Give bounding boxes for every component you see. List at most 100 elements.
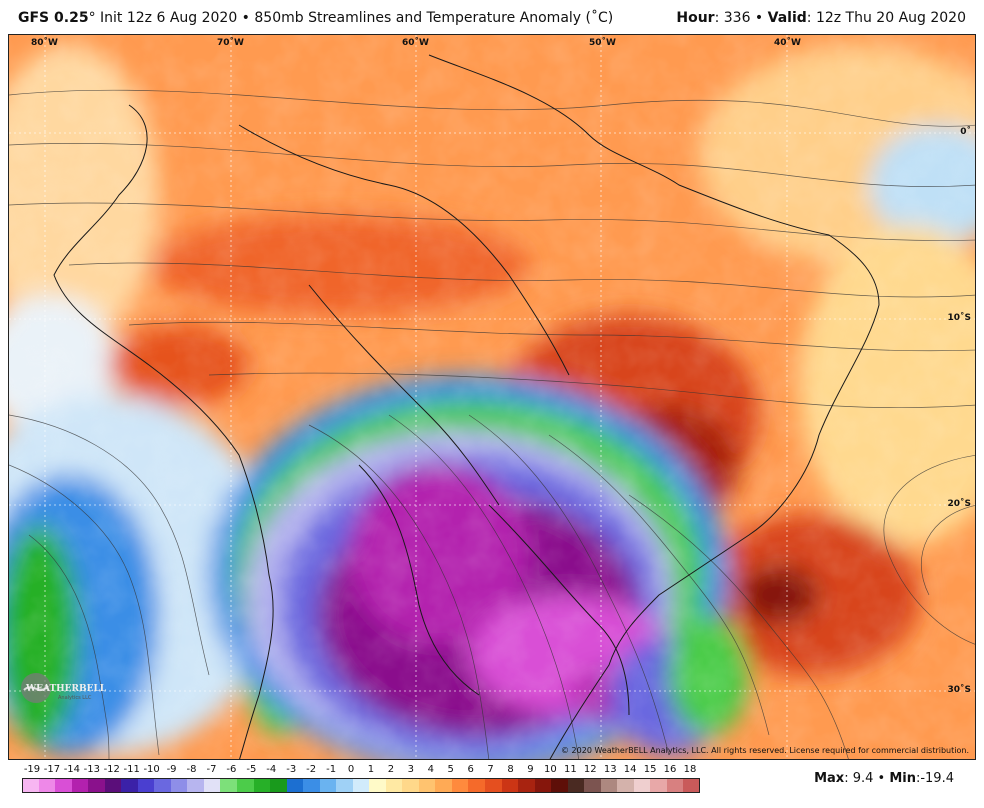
colorbar-tick-label: 5 (447, 764, 454, 775)
lat-label-0: 0˚ (960, 127, 971, 137)
colorbar-swatch (385, 778, 403, 792)
colorbar-tick-label: 8 (507, 764, 514, 775)
lon-label-60w: 60˚W (402, 38, 429, 48)
colorbar-tick-label: 14 (623, 764, 637, 775)
colorbar-tick-label: 9 (527, 764, 534, 775)
lon-label-40w: 40˚W (774, 38, 801, 48)
colorbar-swatch (38, 778, 56, 792)
colorbar-tick-label: -9 (166, 764, 177, 775)
colorbar-swatch (567, 778, 585, 792)
colorbar-tick-label: 10 (544, 764, 557, 775)
colorbar-swatch (666, 778, 684, 792)
colorbar-tick-label: -11 (123, 764, 140, 775)
colorbar-tick-label: 16 (663, 764, 677, 775)
header-bar: GFS 0.25° Init 12z 6 Aug 2020 • 850mb St… (0, 0, 984, 34)
colorbar-swatch (270, 778, 288, 792)
colorbar-tick-label: -14 (63, 764, 81, 775)
colorbar-tick-label: -3 (286, 764, 297, 775)
colorbar-tick-label: 7 (487, 764, 494, 775)
model-name: GFS 0.25 (18, 10, 89, 26)
colorbar-swatch (253, 778, 271, 792)
colorbar-tick-label: -4 (266, 764, 277, 775)
hour-label: Hour (676, 10, 715, 26)
colorbar-tick-label: 3 (407, 764, 415, 775)
colorbar-swatch (170, 778, 188, 792)
colorbar-tick-label: -8 (186, 764, 197, 775)
forecast-time: Hour: 336 • Valid: 12z Thu 20 Aug 2020 (676, 10, 966, 26)
colorbar-swatch (71, 778, 89, 792)
colorbar-tick-label: -12 (103, 764, 120, 775)
colorbar-swatch (600, 778, 618, 792)
graticule (9, 35, 975, 759)
colorbar-tick-label: -1 (326, 764, 337, 775)
colorbar-tick-label: 18 (683, 764, 697, 775)
colorbar-swatch (220, 778, 238, 792)
logo-subtext: Analytics LLC (58, 695, 92, 701)
colorbar-tick-label: 12 (583, 764, 597, 775)
degree-symbol: ° (88, 10, 96, 26)
lon-label-70w: 70˚W (217, 38, 244, 48)
max-min-stats: Max: 9.4 • Min:-19.4 (814, 771, 954, 786)
colorbar-swatch (154, 778, 172, 792)
colorbar-tick-label: -6 (226, 764, 237, 775)
colorbar-swatch (485, 778, 503, 792)
colorbar-tick-label: 15 (643, 764, 657, 775)
lat-label-30s: 30˚S (947, 685, 971, 695)
weatherbell-logo: WEATHERBELL Analytics LLC (18, 668, 110, 708)
coastlines-borders (53, 54, 880, 759)
colorbar-swatch (104, 778, 122, 792)
max-label: Max (814, 771, 845, 786)
colorbar-swatch (584, 778, 602, 792)
colorbar-swatch (236, 778, 254, 792)
min-label: Min (889, 771, 916, 786)
valid-value: : 12z Thu 20 Aug 2020 (806, 10, 966, 26)
texture-overlay (9, 35, 975, 759)
colorbar-swatch (203, 778, 221, 792)
colorbar-tick-label: 6 (467, 764, 474, 775)
colorbar-tick-label: -5 (246, 764, 257, 775)
map-panel[interactable]: 80˚W 70˚W 60˚W 50˚W 40˚W 0˚ 10˚S 20˚S 30… (8, 34, 976, 760)
colorbar-swatch (369, 778, 387, 792)
colorbar-swatch (534, 778, 552, 792)
colorbar-swatch (402, 778, 420, 792)
max-value: : 9.4 • (844, 771, 890, 786)
temperature-anomaly-map[interactable] (9, 35, 976, 760)
colorbar-tick-label: 13 (603, 764, 617, 775)
colorbar-legend: -19 -17 -14 -13 -12 -11 -10 -9 -8 -7 -6 -5 -4 -3 -2 -1 0… (22, 764, 701, 794)
colorbar-swatch (518, 778, 536, 792)
colorbar-swatch (418, 778, 436, 792)
colorbar-tick-label: 4 (427, 764, 434, 775)
colorbar-tick-label: 11 (563, 764, 577, 775)
colorbar-border (22, 778, 700, 793)
init-description: Init 12z 6 Aug 2020 • 850mb Streamlines … (95, 10, 614, 26)
colorbar-swatch (187, 778, 205, 792)
colorbar-swatch (88, 778, 106, 792)
colorbar-tick-label: -19 (23, 764, 41, 775)
colorbar-tick-label: 0 (347, 764, 355, 775)
colorbar-swatch (286, 778, 304, 792)
colorbar-swatch (303, 778, 321, 792)
colorbar-swatch (683, 778, 701, 792)
colorbar-swatch (501, 778, 519, 792)
colorbar-swatch (468, 778, 486, 792)
colorbar-swatch (319, 778, 337, 792)
copyright-notice: © 2020 WeatherBELL Analytics, LLC. All r… (561, 746, 969, 755)
colorbar-tick-label: 2 (387, 764, 395, 775)
colorbar-tick-label: -13 (83, 764, 100, 775)
valid-label: Valid (767, 10, 807, 26)
colorbar-swatch (650, 778, 668, 792)
min-value: :-19.4 (915, 771, 954, 786)
colorbar-swatch (451, 778, 469, 792)
logo-text: WEATHERBELL (25, 684, 107, 694)
colorbar-swatch (551, 778, 569, 792)
colorbar-swatch (633, 778, 651, 792)
colorbar-swatch (336, 778, 354, 792)
streamlines (9, 89, 975, 759)
lon-label-50w: 50˚W (589, 38, 616, 48)
hour-value: : 336 • (714, 10, 768, 26)
colorbar-swatch (22, 778, 40, 792)
colorbar-swatch (55, 778, 73, 792)
lat-label-20s: 20˚S (947, 499, 971, 509)
colorbar-tick-label: -2 (306, 764, 317, 775)
lon-label-80w: 80˚W (31, 38, 58, 48)
